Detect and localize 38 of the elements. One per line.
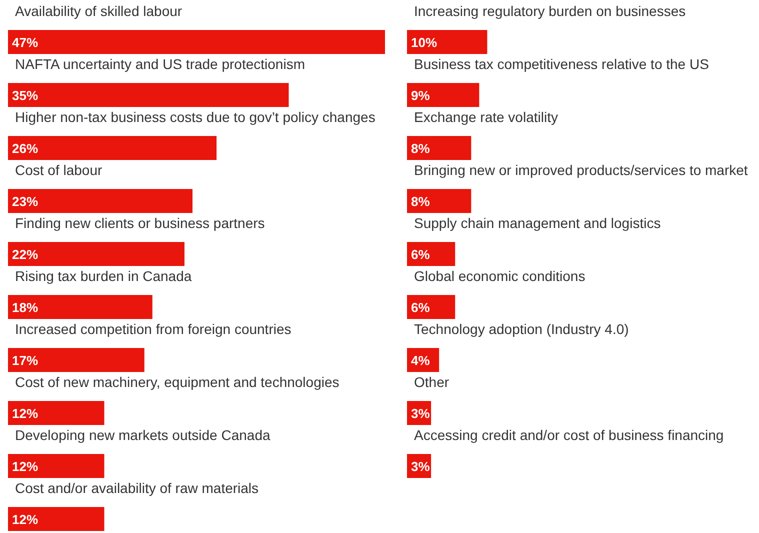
y-tick-label: Cost of labour: [15, 162, 102, 178]
data-label: 4%: [411, 353, 430, 368]
data-label: 26%: [12, 141, 38, 156]
data-label: 18%: [12, 300, 38, 315]
y-tick-label: Finding new clients or business partners: [15, 215, 265, 231]
data-label: 17%: [12, 353, 38, 368]
data-label: 22%: [12, 247, 38, 262]
data-label: 23%: [12, 194, 38, 209]
y-tick-label: Increasing regulatory burden on businesses: [414, 3, 686, 19]
data-label: 3%: [411, 406, 430, 421]
y-tick-label: Accessing credit and/or cost of business financing: [414, 427, 724, 443]
y-tick-label: Cost and/or availability of raw materials: [15, 480, 259, 496]
y-tick-label: Higher non-tax business costs due to gov’t policy changes: [15, 109, 376, 125]
data-label: 9%: [411, 88, 430, 103]
y-tick-label: Global economic conditions: [414, 268, 586, 284]
data-label: 6%: [411, 247, 430, 262]
data-label: 35%: [12, 88, 38, 103]
y-tick-label: Increased competition from foreign countries: [15, 321, 292, 337]
y-tick-label: Cost of new machinery, equipment and technologies: [15, 374, 340, 390]
data-label: 12%: [12, 512, 38, 527]
data-label: 6%: [411, 300, 430, 315]
data-label: 47%: [12, 35, 38, 50]
y-tick-label: Other: [414, 374, 450, 390]
data-label: 12%: [12, 406, 38, 421]
y-tick-label: Developing new markets outside Canada: [15, 427, 270, 443]
y-tick-label: Exchange rate volatility: [414, 109, 558, 125]
data-label: 12%: [12, 459, 38, 474]
data-label: 8%: [411, 194, 430, 209]
y-tick-label: Technology adoption (Industry 4.0): [414, 321, 629, 337]
data-label: 3%: [411, 459, 430, 474]
y-tick-label: Supply chain management and logistics: [414, 215, 661, 231]
data-label: 10%: [411, 35, 438, 50]
y-tick-label: Availability of skilled labour: [15, 3, 182, 19]
y-tick-label: Bringing new or improved products/services to market: [414, 162, 748, 178]
y-tick-label: Business tax competitiveness relative to the US: [414, 56, 709, 72]
y-tick-label: Rising tax burden in Canada: [15, 268, 192, 284]
data-label: 8%: [411, 141, 430, 156]
y-tick-label: NAFTA uncertainty and US trade protectionism: [15, 56, 305, 72]
